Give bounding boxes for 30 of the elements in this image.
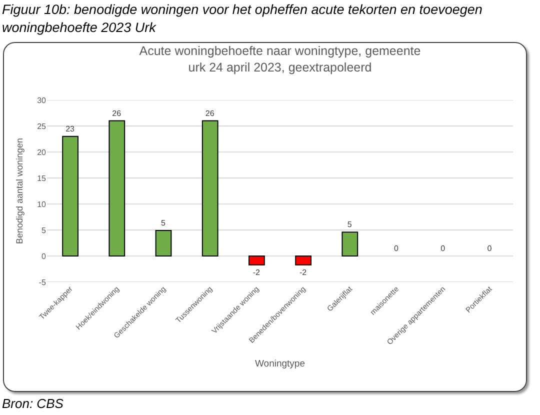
bar	[108, 120, 126, 256]
y-tick-label: 10	[37, 200, 47, 209]
y-tick-label: 20	[37, 148, 47, 157]
y-tick-label: 0	[42, 252, 47, 261]
bar	[248, 256, 265, 266]
bar	[202, 120, 218, 256]
data-label: 26	[112, 108, 122, 118]
chart-subtitle: Acute woningbehoefte naar woningtype, gemeente urk 24 april 2023, geextrapoleerd	[139, 44, 421, 74]
data-label: 0	[487, 244, 492, 253]
text: Bron: CBS	[2, 396, 64, 411]
data-label: 5	[161, 218, 166, 228]
chart-title: Figuur 10b: benodigde woningen voor het opheffen acute tekorten en toevoegen woningbehoefte 2023 Urk	[2, 1, 484, 37]
bar	[295, 256, 312, 266]
y-tick-label: 5	[42, 226, 47, 235]
y-tick-label: 15	[37, 174, 47, 183]
data-label: 26	[205, 108, 215, 118]
data-label: 0	[394, 244, 399, 253]
y-axis-title: Benodigd aantal woningen	[14, 138, 24, 244]
data-label: 0	[440, 244, 446, 253]
bar	[342, 232, 358, 256]
y-tick-label: 25	[37, 122, 47, 131]
y-tick-label: 30	[37, 96, 47, 105]
data-label: 5	[347, 220, 352, 230]
bar	[155, 230, 172, 256]
data-label: 23	[66, 124, 76, 134]
data-label: -2	[299, 268, 308, 277]
data-label: -2	[252, 268, 261, 277]
bar	[62, 136, 78, 256]
x-axis-title: Woningtype	[255, 358, 305, 370]
y-tick-label: -5	[38, 278, 47, 287]
